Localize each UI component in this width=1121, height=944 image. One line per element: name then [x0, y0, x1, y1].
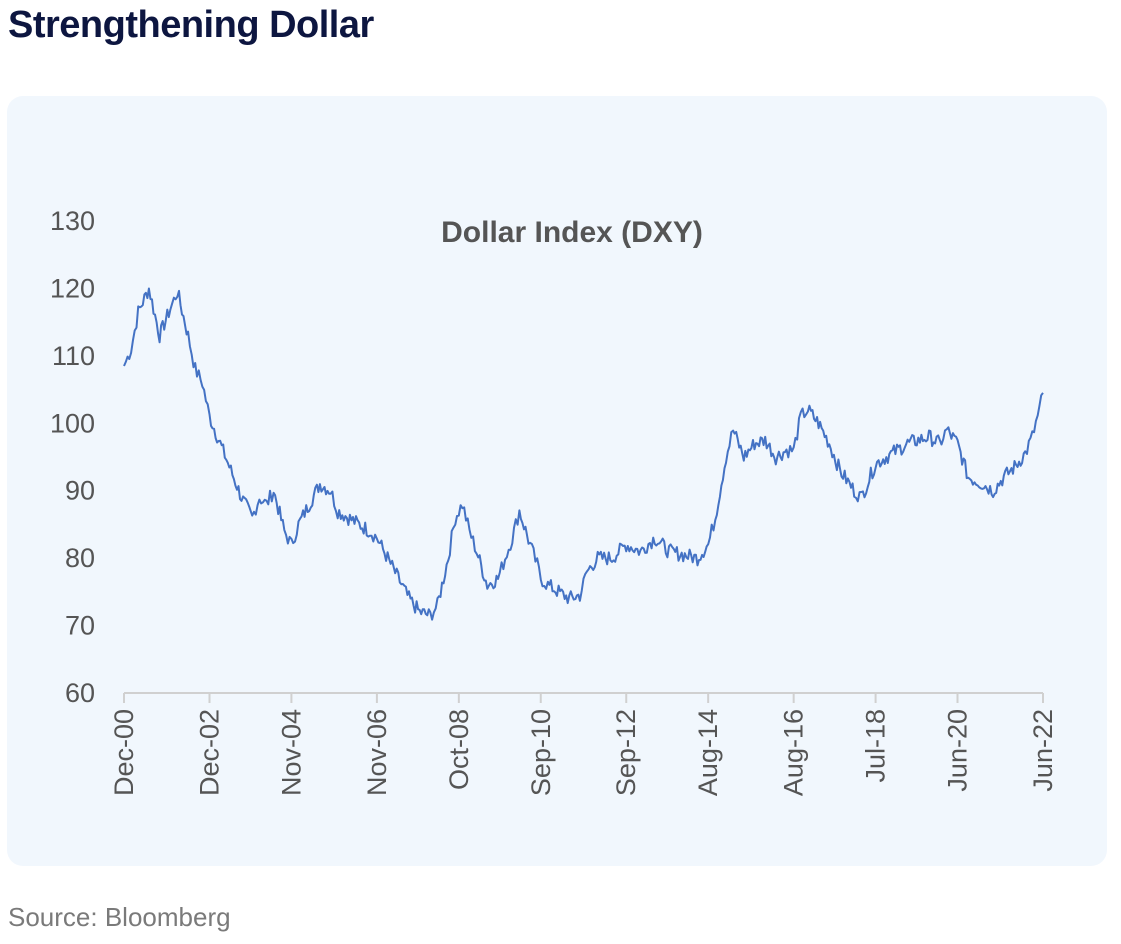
x-tick-label: Aug-16 — [779, 709, 809, 796]
x-tick-label: Dec-02 — [194, 709, 224, 796]
x-tick-label: Dec-00 — [109, 709, 139, 796]
x-axis: Dec-00 Dec-02 Nov-04 Nov-06 Oct-08 Sep-10 Sep-… — [109, 692, 1058, 796]
y-tick-label: 120 — [50, 273, 95, 303]
y-tick-label: 100 — [50, 408, 95, 438]
x-tick-label: Jul-18 — [861, 709, 891, 783]
y-tick-label: 90 — [65, 476, 95, 506]
dollar-index-chart: Dollar Index (DXY) 60708090100110120130 … — [50, 206, 1058, 796]
x-tick-label: Aug-14 — [693, 709, 723, 796]
x-tick-label: Oct-08 — [444, 709, 474, 790]
y-tick-label: 80 — [65, 543, 95, 573]
x-tick-label: Jun-20 — [943, 709, 973, 792]
x-tick-label: Sep-10 — [526, 709, 556, 796]
x-tick-label: Jun-22 — [1028, 709, 1058, 792]
x-tick-label: Sep-12 — [611, 709, 641, 796]
chart-card: Dollar Index (DXY) 60 70 80 90 100 110 120 130 … — [7, 96, 1107, 866]
y-tick-label: 70 — [65, 611, 95, 641]
source-note: Source: Bloomberg — [8, 902, 231, 932]
y-tick-label: 110 — [52, 341, 95, 371]
chart-title: Dollar Index (DXY) — [441, 216, 703, 249]
page-title: Strengthening Dollar — [8, 4, 374, 46]
y-tick-label: 130 — [50, 206, 95, 236]
y-tick-label: 60 — [65, 678, 95, 708]
x-tick-label: Nov-06 — [362, 709, 392, 796]
series-line — [123, 287, 1044, 621]
x-tick-label: Nov-04 — [276, 709, 306, 796]
y-axis: 60 70 80 90 100 110 120 130 — [50, 206, 95, 708]
